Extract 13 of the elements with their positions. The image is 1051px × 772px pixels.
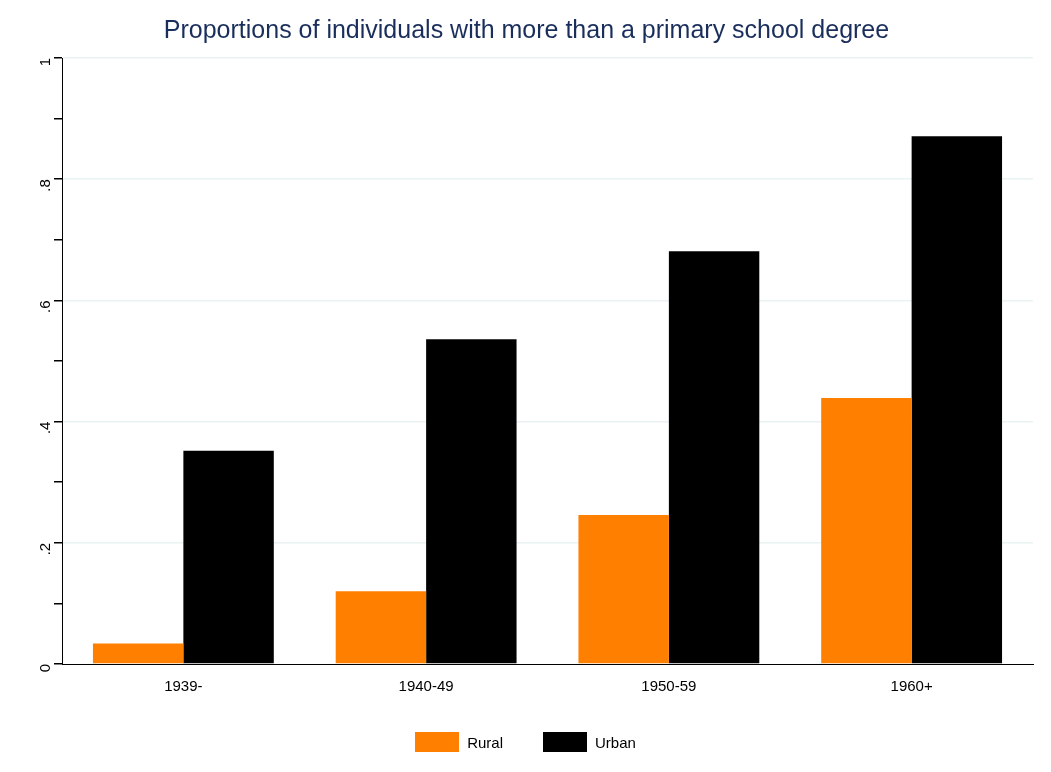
x-tick-label: 1950-59	[641, 677, 697, 695]
x-tick-label: 1939-	[164, 677, 203, 695]
x-tick-label: 1940-49	[398, 677, 454, 695]
legend-label: Rural	[467, 733, 503, 751]
y-tick-label: .6	[36, 300, 54, 313]
y-tick-label: .4	[36, 421, 54, 435]
x-tick-label: 1960+	[890, 677, 933, 695]
y-tick-label: 0	[36, 664, 54, 673]
chart-title: Proportions of individuals with more than a primary school degree	[163, 14, 890, 43]
y-tick-label: .8	[36, 179, 54, 192]
y-tick-label: .2	[36, 542, 54, 556]
legend-label: Urban	[595, 733, 636, 751]
y-tick-label: 1	[36, 58, 54, 67]
